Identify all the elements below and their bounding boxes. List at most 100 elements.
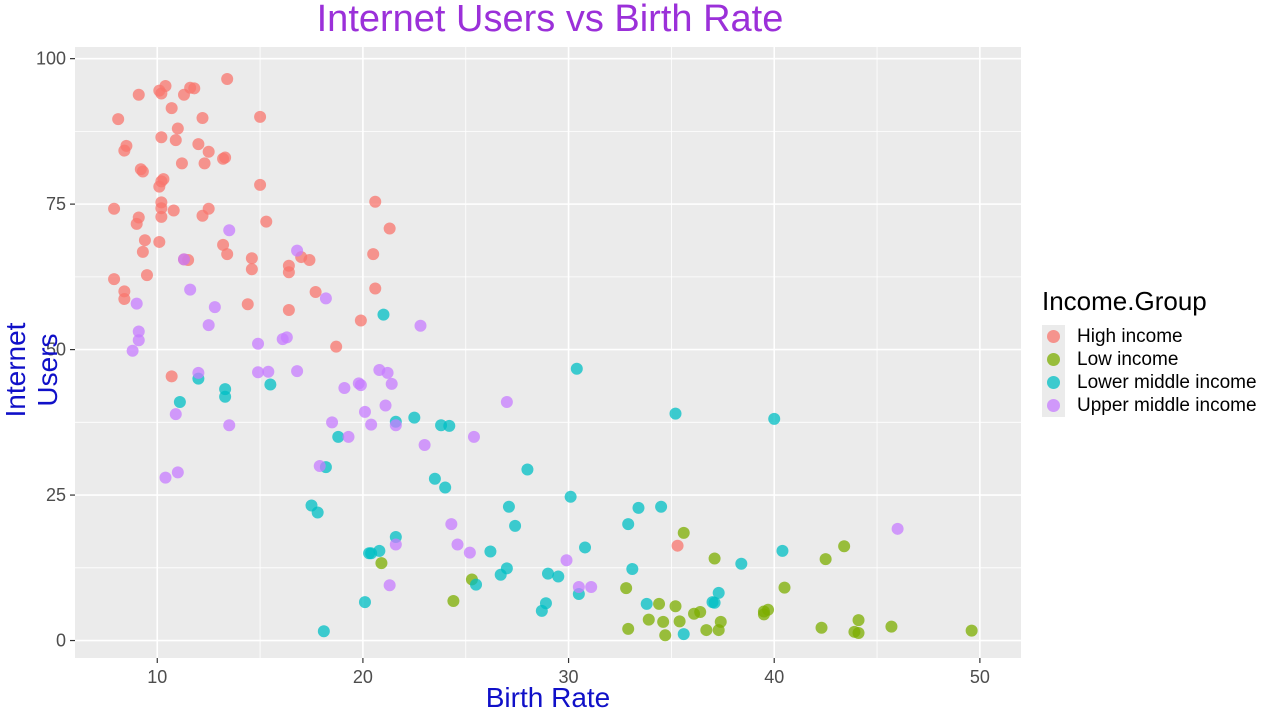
legend-label: High income: [1077, 325, 1183, 347]
point-low-income: [659, 629, 672, 642]
point-upper-middle-income: [132, 325, 145, 338]
point-low-income: [712, 624, 725, 637]
point-high-income: [136, 165, 149, 178]
point-upper-middle-income: [126, 344, 139, 357]
legend: Income.Group High income Low income Lower …: [1042, 286, 1257, 417]
minor-gridlines: [75, 47, 1021, 658]
data-points: [108, 73, 978, 642]
legend-dot: [1047, 353, 1060, 366]
point-lower-middle-income: [570, 362, 583, 375]
point-upper-middle-income: [319, 292, 332, 305]
point-upper-middle-income: [159, 471, 172, 484]
point-upper-middle-income: [252, 366, 265, 379]
point-upper-middle-income: [463, 546, 476, 559]
legend-dot: [1047, 376, 1060, 389]
point-high-income: [196, 111, 209, 124]
point-upper-middle-income: [560, 554, 573, 567]
point-low-income: [815, 621, 828, 634]
point-lower-middle-income: [494, 568, 507, 581]
point-high-income: [383, 222, 396, 235]
chart-title: Internet Users vs Birth Rate: [316, 0, 784, 40]
point-lower-middle-income: [552, 570, 565, 583]
point-low-income: [757, 608, 770, 621]
x-axis-ticks: 10 20 30 40 50: [147, 658, 990, 687]
point-lower-middle-income: [365, 547, 378, 560]
point-upper-middle-income: [445, 518, 458, 531]
point-upper-middle-income: [184, 283, 197, 296]
point-high-income: [132, 88, 145, 101]
point-upper-middle-income: [381, 366, 394, 379]
legend-title: Income.Group: [1042, 286, 1207, 316]
point-lower-middle-income: [622, 518, 635, 531]
point-low-income: [838, 540, 851, 553]
point-upper-middle-income: [202, 319, 215, 332]
point-lower-middle-income: [470, 578, 483, 591]
point-low-income: [778, 581, 791, 594]
point-lower-middle-income: [358, 596, 371, 609]
point-lower-middle-income: [669, 407, 682, 420]
legend-dot: [1047, 330, 1060, 343]
point-upper-middle-income: [467, 430, 480, 443]
point-lower-middle-income: [655, 500, 668, 513]
legend-item-lower-middle-income: Lower middle income: [1042, 371, 1257, 394]
x-tick-label: 30: [559, 667, 579, 687]
legend-items: High income Low income Lower middle income…: [1042, 325, 1257, 417]
point-low-income: [677, 526, 690, 539]
point-high-income: [167, 204, 180, 217]
point-upper-middle-income: [171, 466, 184, 479]
plot-panel: [75, 47, 1021, 658]
point-high-income: [221, 248, 234, 261]
point-lower-middle-income: [640, 597, 653, 610]
point-upper-middle-income: [414, 319, 427, 332]
point-upper-middle-income: [326, 416, 339, 429]
point-high-income: [155, 87, 168, 100]
point-low-income: [620, 582, 633, 595]
point-upper-middle-income: [389, 419, 402, 432]
point-high-income: [369, 282, 382, 295]
point-high-income: [254, 110, 267, 123]
point-high-income: [260, 215, 273, 228]
point-lower-middle-income: [706, 596, 719, 609]
point-upper-middle-income: [365, 418, 378, 431]
point-high-income: [165, 370, 178, 383]
x-tick-label: 10: [147, 667, 167, 687]
point-high-income: [136, 245, 149, 258]
point-upper-middle-income: [383, 579, 396, 592]
point-lower-middle-income: [579, 541, 592, 554]
x-axis-label: Birth Rate: [485, 682, 611, 713]
point-lower-middle-income: [535, 604, 548, 617]
point-upper-middle-income: [223, 419, 236, 432]
point-lower-middle-income: [311, 506, 324, 519]
point-high-income: [177, 88, 190, 101]
point-high-income: [165, 102, 178, 115]
point-high-income: [245, 252, 258, 265]
point-lower-middle-income: [521, 463, 534, 476]
point-low-income: [708, 552, 721, 565]
point-high-income: [155, 131, 168, 144]
point-high-income: [175, 157, 188, 170]
point-upper-middle-income: [572, 581, 585, 594]
point-high-income: [671, 539, 684, 552]
y-tick-label: 75: [46, 194, 66, 214]
point-upper-middle-income: [451, 538, 464, 551]
point-high-income: [196, 209, 209, 222]
point-lower-middle-income: [219, 390, 232, 403]
point-upper-middle-income: [223, 224, 236, 237]
point-lower-middle-income: [509, 519, 522, 532]
point-high-income: [221, 73, 234, 86]
point-upper-middle-income: [389, 538, 402, 551]
point-upper-middle-income: [385, 377, 398, 390]
point-upper-middle-income: [338, 381, 351, 394]
legend-key: [1042, 325, 1065, 348]
point-lower-middle-income: [408, 411, 421, 424]
point-high-income: [112, 113, 125, 126]
point-lower-middle-income: [317, 625, 330, 638]
point-high-income: [282, 304, 295, 317]
point-high-income: [367, 248, 380, 261]
legend-item-low-income: Low income: [1042, 348, 1257, 371]
point-upper-middle-income: [354, 379, 367, 392]
x-tick-label: 20: [353, 667, 373, 687]
point-low-income: [819, 553, 832, 566]
point-upper-middle-income: [891, 522, 904, 535]
